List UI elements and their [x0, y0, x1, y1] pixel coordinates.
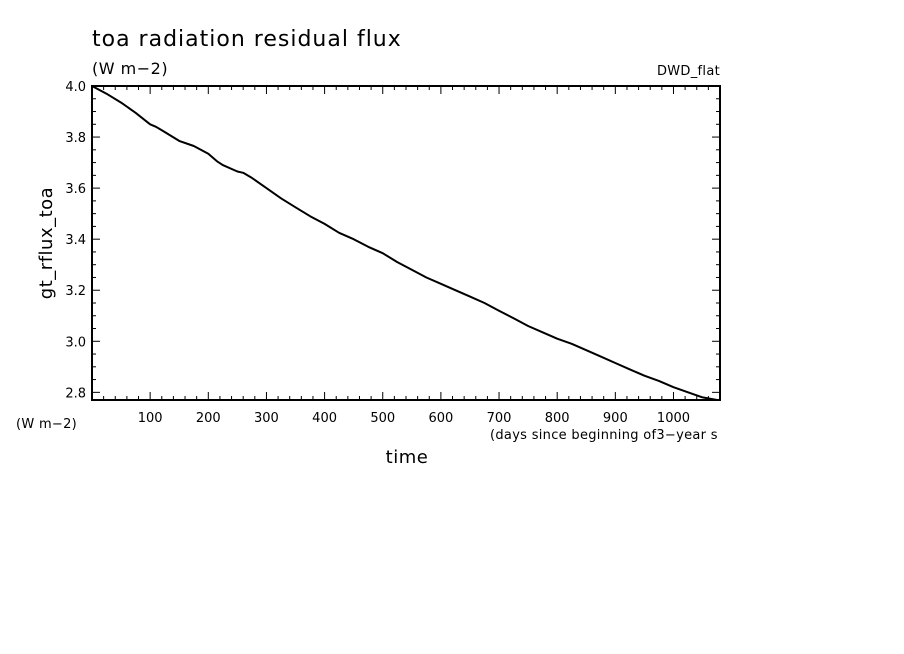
series-line [91, 85, 718, 401]
y-axis-units: (W m−2) [16, 417, 77, 432]
x-tick-label: 700 [487, 411, 512, 426]
y-tick-label: 4.0 [65, 80, 86, 95]
x-tick-label: 600 [428, 411, 453, 426]
y-tick-label: 3.6 [65, 182, 86, 197]
y-tick-label: 3.8 [65, 131, 86, 146]
x-tick-label: 400 [312, 411, 337, 426]
x-tick-label: 100 [138, 411, 163, 426]
axis-ticks [92, 85, 720, 400]
x-tick-label: 800 [545, 411, 570, 426]
x-tick-label: 200 [196, 411, 221, 426]
x-axis-label: time [386, 447, 429, 468]
chart-subtitle: (W m−2) [92, 59, 168, 78]
chart-title: toa radiation residual flux [92, 27, 402, 52]
x-tick-label: 1000 [657, 411, 690, 426]
x-tick-label: 300 [254, 411, 279, 426]
y-tick-label: 2.8 [65, 386, 86, 401]
y-tick-label: 3.2 [65, 284, 86, 299]
plot-frame [91, 85, 721, 401]
x-tick-label: 900 [603, 411, 628, 426]
y-tick-label: 3.4 [65, 233, 86, 248]
experiment-label: DWD_flat [657, 64, 720, 79]
x-tick-label: 500 [370, 411, 395, 426]
y-axis-label: gt_rflux_toa [36, 187, 57, 299]
y-tick-label: 3.0 [65, 335, 86, 350]
tick-labels: 100 200 300 400 500 600 700 800 900 1000 2.8 3.0 3.2… [65, 80, 690, 426]
x-axis-units: (days since beginning of3−year s [490, 428, 718, 443]
